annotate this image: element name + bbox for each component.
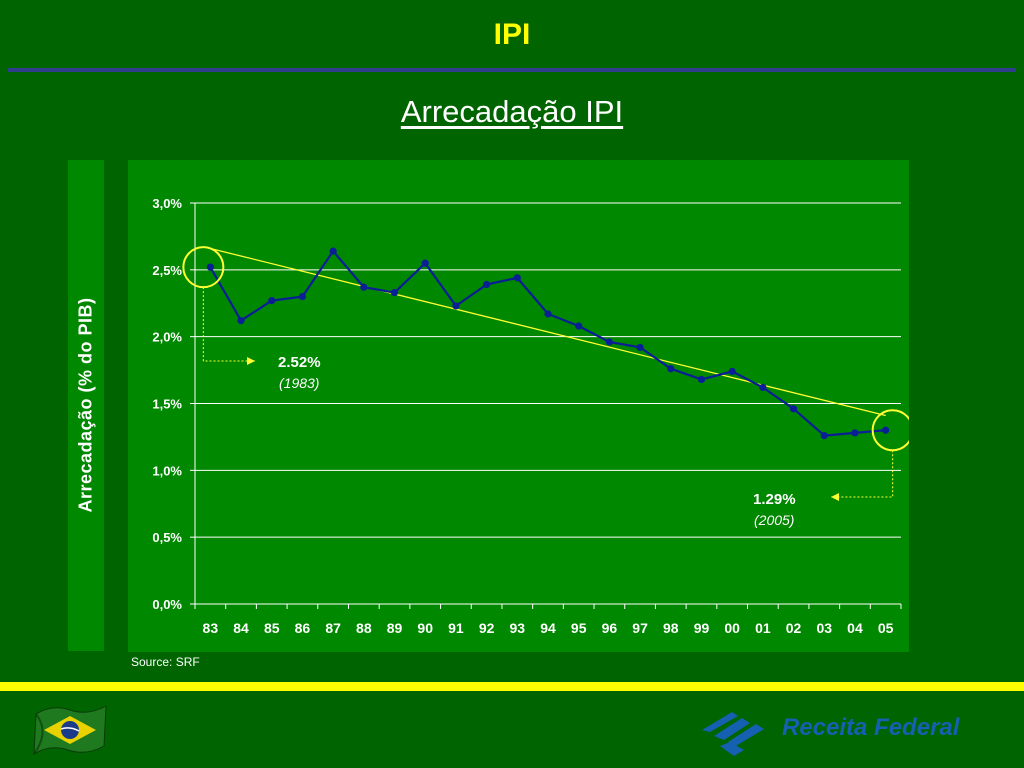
y-tick-label: 0,0% [152,597,182,612]
x-tick-label: 89 [387,620,403,636]
x-tick-label: 98 [663,620,679,636]
data-point [759,383,767,392]
series-line [209,249,886,437]
data-point [851,429,859,437]
data-point [237,317,245,325]
x-tick-label: 90 [417,620,433,636]
y-tick-label: 3,0% [152,196,182,211]
x-tick-label: 83 [203,620,219,636]
data-point [390,288,399,297]
data-point [697,375,706,384]
data-point [636,343,644,351]
chart-heading-text: Arrecadação IPI [400,94,624,129]
data-point [206,263,214,271]
x-tick-label: 96 [602,620,618,636]
data-point [728,367,736,376]
y-tick-label: 1,5% [152,397,182,412]
x-tick-label: 02 [786,620,802,636]
data-point [360,283,368,291]
brazil-flag-icon [33,705,107,755]
x-tick-label: 99 [694,620,710,636]
x-tick-label: 94 [540,620,556,636]
data-point [882,426,890,434]
x-tick-label: 95 [571,620,587,636]
x-tick-label: 97 [632,620,648,636]
data-point [667,365,675,373]
annotation-arrowhead [831,493,839,501]
x-tick-label: 87 [325,620,341,636]
x-tick-label: 00 [724,620,740,636]
data-point [452,302,460,310]
series-group [206,247,890,440]
trendline-group [210,247,886,417]
annotation-value: 1.29% [753,491,796,508]
highlight-circle [182,246,225,289]
title-divider [8,68,1016,72]
x-tick-label: 01 [755,620,771,636]
y-axis-label-panel [68,160,104,651]
data-point [820,431,828,440]
tick-labels: 0,0% 0,5% 1,0% 1,5% 2,0% 2,5% 3,0% 83 84 85 86 87 88… [152,196,893,636]
source-note: Source: SRF [131,655,200,669]
logo-text: Receita Federal [782,714,960,741]
data-point [329,247,337,255]
data-point [605,338,613,346]
annotation-value: 2.52% [278,354,321,371]
x-tick-label: 88 [356,620,372,636]
annotation-year: (1983) [279,375,319,391]
y-tick-label: 0,5% [152,530,182,545]
y-tick-label: 2,5% [152,263,182,278]
x-tick-label: 03 [816,620,832,636]
gridlines [195,202,901,538]
annotation-connector [831,450,894,498]
annotation-year: (2005) [754,512,794,528]
receita-federal-logo-icon [702,712,764,756]
data-point [575,322,583,330]
slide-title: IPI [493,18,531,51]
x-tick-label: 85 [264,620,280,636]
x-tick-label: 91 [448,620,464,636]
annotation-arrowhead [247,357,255,365]
footer-stripe [0,682,1024,691]
data-point [483,280,491,289]
chart-panel: 0,0% 0,5% 1,0% 1,5% 2,0% 2,5% 3,0% 83 84 85 86 87 88… [128,160,909,652]
x-tick-label: 92 [479,620,495,636]
x-tick-label: 84 [233,620,249,636]
data-point [268,296,276,305]
data-point [544,310,552,318]
annotation-connector [202,287,255,362]
y-axis-label: Arrecadação (% do PIB) [75,297,96,513]
x-tick-label: 86 [295,620,311,636]
annotations-group: 2.52% (1983) 1.29% (2005) [182,246,909,528]
x-tick-label: 05 [878,620,894,636]
x-tick-label: 04 [847,620,863,636]
x-tick-label: 93 [510,620,526,636]
y-tick-label: 1,0% [152,463,182,478]
chart-heading: Arrecadação IPI [0,94,1024,130]
data-point [421,259,429,267]
data-point [789,405,798,413]
data-point [298,292,307,301]
y-tick-label: 2,0% [152,330,182,345]
line-chart: 0,0% 0,5% 1,0% 1,5% 2,0% 2,5% 3,0% 83 84 85 86 87 88… [152,196,909,636]
data-point [513,274,521,282]
trendline [210,247,886,417]
axes [190,202,902,609]
